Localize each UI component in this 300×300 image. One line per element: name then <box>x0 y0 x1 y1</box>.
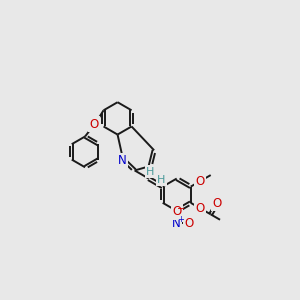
Text: H: H <box>146 167 154 177</box>
Text: O: O <box>195 202 205 215</box>
Text: N: N <box>118 154 127 167</box>
Text: O: O <box>89 118 98 131</box>
Text: −: − <box>177 204 185 214</box>
Text: O: O <box>184 217 194 230</box>
Text: +: + <box>177 215 184 224</box>
Text: O: O <box>195 175 205 188</box>
Text: N: N <box>172 217 181 230</box>
Text: H: H <box>157 175 165 185</box>
Text: O: O <box>172 205 181 218</box>
Text: O: O <box>213 197 222 210</box>
